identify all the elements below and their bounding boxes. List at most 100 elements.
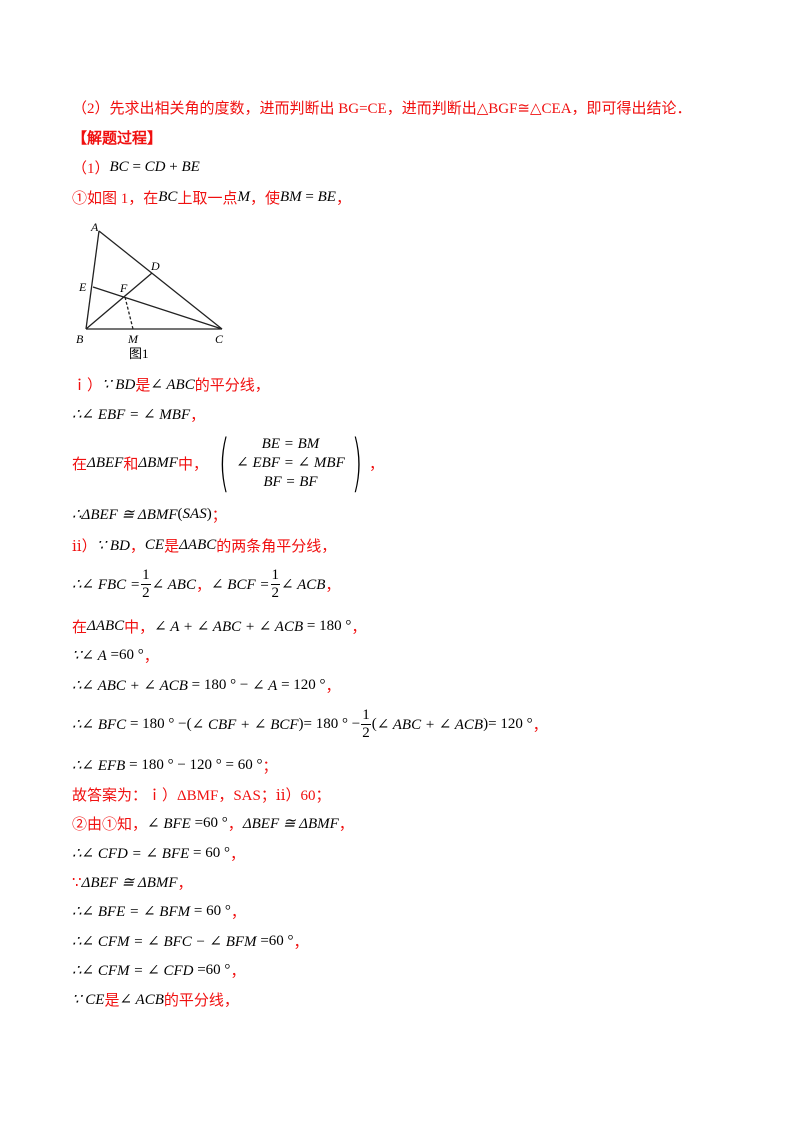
text-segment: = (301, 188, 318, 205)
math-expression: BC (109, 158, 129, 175)
text-segment: ) (206, 505, 212, 522)
label-e: E (78, 280, 87, 294)
text-segment: 上取一点 (177, 190, 238, 207)
text-line: ∴∠ FBC = 1 2 ∠ ABC， ∠ BCF = 1 2 ∠ ACB， (72, 564, 340, 604)
system-rows: BE = BM ∠ EBF = ∠ MBF BF = BF (236, 435, 345, 492)
text-segment: ( (177, 505, 183, 522)
text-line: 故答案为：ｉ）ΔBMF，SAS；ⅱ）60； (72, 784, 330, 804)
label-c: C (215, 332, 224, 346)
math-expression: ∠ A (252, 677, 278, 694)
right-paren: ) (351, 426, 363, 499)
text-line: ①如图 1，在 BC 上取一点 M ，使 BM = BE， (72, 187, 351, 207)
math-expression: ∴∠ EFB (72, 757, 126, 774)
text-segment: ， (325, 577, 341, 594)
text-segment: ， (227, 816, 243, 833)
text-segment: ①如图 1，在 (72, 190, 159, 207)
text-segment: =60 ° (193, 961, 231, 978)
figure-caption: 图1 (129, 346, 149, 361)
math-expression: ΔABC (87, 617, 125, 634)
math-expression: ΔBMF (138, 454, 178, 471)
text-segment: ， (190, 407, 206, 424)
label-f: F (119, 281, 128, 295)
math-expression: M (237, 188, 250, 205)
text-segment: ， (143, 648, 159, 665)
text-segment: =60 ° (190, 814, 228, 831)
section-heading: 【解题过程】 (72, 130, 163, 147)
math-expression: ∴∠ CFM = ∠ BFC − ∠ BFM (72, 933, 257, 950)
text-line: ｉ） ∵ BD 是 ∠ ABC 的平分线， (72, 374, 270, 394)
text-segment: ， (293, 934, 309, 951)
fraction-denominator: 2 (362, 724, 370, 741)
math-expression: BM (279, 188, 302, 205)
text-segment: = 180 ° −( (126, 715, 192, 732)
fraction-denominator: 2 (142, 584, 150, 601)
text-line: 在 ΔBEF 和 ΔBMF 中，(BE = BM ∠ EBF = ∠ MBF BF = BF… (72, 431, 384, 495)
segment-ac (98, 230, 223, 330)
text-segment: 的平分线， (194, 377, 270, 394)
text-line: ⅱ） ∵ BD， CE 是 ΔABC 的两条角平分线， (72, 535, 336, 555)
math-expression: ∴∠ BFC (72, 716, 127, 733)
text-line: ∴ΔBEF ≅ ΔBMF(SAS)； (72, 504, 227, 524)
text-segment: =60 ° (256, 932, 294, 949)
text-segment: ； (262, 758, 278, 775)
text-segment: 是 (104, 992, 120, 1009)
text-line: ∴∠ CFD = ∠ BFE = 60 °， (72, 843, 245, 863)
text-segment: 的平分线， (163, 992, 239, 1009)
math-expression: ΔABC (179, 536, 217, 553)
label-a: A (90, 220, 99, 234)
segment-bd (85, 272, 153, 330)
math-expression: BE (181, 158, 200, 175)
text-segment: ， (129, 538, 145, 555)
text-line: ∴∠ BFC = 180 ° −(∠ CBF + ∠ BCF)= 180 ° −… (72, 704, 548, 744)
text-segment: ， (195, 577, 211, 594)
text-segment: 和 (123, 456, 139, 473)
math-expression: BE (317, 188, 336, 205)
text-line: 【解题过程】 (72, 127, 162, 147)
text-segment: ， (368, 456, 384, 473)
math-expression: ∠ ABC + ∠ ACB (376, 716, 484, 733)
math-expression: ΔBEF ≅ ΔBMF (242, 815, 339, 832)
label-b: B (76, 332, 84, 346)
math-expression: BC (158, 188, 178, 205)
text-line: （1） BC = CD + BE (72, 157, 200, 177)
text-segment: ｉ） (72, 377, 103, 394)
text-segment: = 180 ° (303, 617, 352, 634)
text-line: ∵ CE 是 ∠ ACB 的平分线， (72, 989, 239, 1009)
text-segment: ， (230, 904, 246, 921)
system-row: BF = BF (263, 473, 318, 490)
math-expression: ∠ BFE (147, 815, 191, 832)
text-segment: 故答案为：ｉ）ΔBMF，SAS；ⅱ）60； (72, 787, 331, 804)
text-segment: ， (335, 190, 351, 207)
text-segment: )= 120 ° (483, 715, 533, 732)
math-expression: ∠ A + ∠ ABC + ∠ ACB (154, 618, 304, 635)
text-segment: 中， (124, 619, 155, 636)
text-segment: 是 (164, 538, 180, 555)
fraction-denominator: 2 (271, 584, 280, 601)
text-segment: 的两条角平分线， (216, 538, 337, 555)
segment-fm (124, 296, 134, 330)
math-expression: ∠ ABC (150, 376, 195, 393)
math-expression: ∴∠ CFD = ∠ BFE (72, 845, 190, 862)
text-segment: = 120 ° (277, 676, 326, 693)
text-segment: ， (351, 619, 367, 636)
fraction-numerator: 1 (361, 706, 371, 725)
math-expression: CE (144, 536, 165, 553)
text-segment: + (165, 158, 182, 175)
text-line: ∴∠ BFE = ∠ BFM = 60 °， (72, 901, 246, 921)
math-expression: ∠ ACB (281, 576, 326, 593)
text-segment: 在 (72, 456, 88, 473)
text-line: ∴∠ CFM = ∠ BFC − ∠ BFM =60 °， (72, 931, 309, 951)
text-line: 在 ΔABC 中， ∠ A + ∠ ABC + ∠ ACB = 180 °， (72, 616, 366, 636)
text-line: ∴∠ CFM = ∠ CFD =60 °， (72, 960, 245, 980)
left-paren: ( (218, 426, 230, 499)
text-segment: ； (211, 507, 227, 524)
math-expression: ∵ CE (72, 991, 105, 1008)
math-expression: SAS (182, 505, 207, 522)
math-expression: ∴∠ CFM = ∠ CFD (72, 962, 194, 979)
text-segment: ， (325, 678, 341, 695)
text-segment: = 180 ° − 120 ° = 60 ° (125, 756, 263, 773)
fraction-numerator: 1 (141, 566, 151, 585)
